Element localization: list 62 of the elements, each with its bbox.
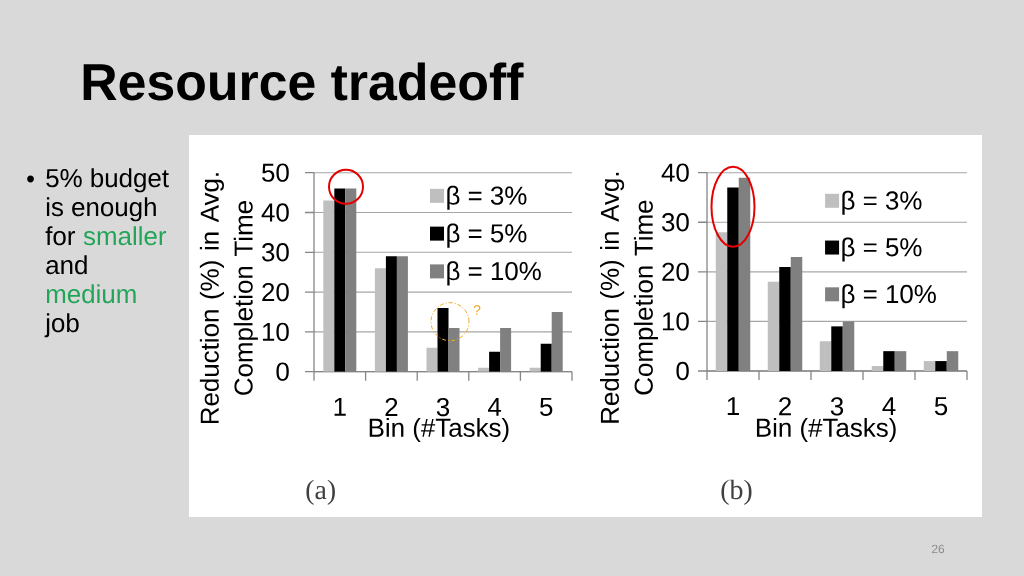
- text: (b): [721, 479, 752, 505]
- bar: [489, 351, 501, 372]
- legend-label: β = 3%: [447, 185, 527, 210]
- text: 26: [931, 544, 945, 554]
- bar: [779, 266, 791, 371]
- y-tick-label: 50: [262, 163, 289, 182]
- y-tick-label: 40: [661, 163, 689, 182]
- legend-label: β = 10%: [447, 261, 541, 286]
- y-tick-label: 30: [661, 213, 689, 232]
- y-tick-label: 30: [261, 243, 289, 262]
- y-tick-label: 10: [262, 322, 289, 342]
- bar: [871, 366, 884, 371]
- bar: [767, 281, 780, 371]
- bar: [923, 361, 936, 371]
- bar: [551, 311, 563, 372]
- text: (a): [306, 479, 335, 505]
- bar: [883, 351, 895, 371]
- bar: [935, 361, 947, 371]
- bar: [437, 308, 449, 372]
- text: for: [45, 226, 76, 246]
- bar: [500, 327, 512, 372]
- y-tick-label: 20: [262, 282, 289, 302]
- text: smaller: [83, 226, 167, 246]
- text: and: [46, 255, 87, 275]
- x-axis-title: Bin (#Tasks): [369, 417, 509, 443]
- text: job: [44, 313, 79, 338]
- bar: [385, 256, 397, 372]
- x-tick-label: 5: [934, 397, 948, 416]
- text: is enough: [46, 197, 156, 222]
- legend-label: β = 5%: [447, 223, 527, 248]
- x-tick-label: 2: [779, 397, 791, 416]
- text: 5% budget: [46, 168, 169, 193]
- bar: [727, 187, 739, 371]
- bar: [715, 232, 728, 371]
- bar: [819, 341, 832, 371]
- bar: [374, 268, 386, 372]
- x-tick-label: 4: [882, 397, 896, 415]
- x-tick-label: 1: [727, 397, 739, 415]
- y-tick-label: 0: [676, 361, 689, 381]
- bar: [323, 200, 335, 372]
- x-tick-label: 2: [385, 397, 398, 416]
- y-tick-label: 0: [276, 362, 289, 381]
- bar: [831, 326, 843, 371]
- legend-label: β = 10%: [842, 284, 936, 309]
- bar: [540, 343, 552, 372]
- text: medium: [46, 284, 136, 304]
- y-tick-label: 40: [261, 203, 289, 222]
- x-tick-label: 1: [334, 397, 346, 416]
- text: Resource tradeoff: [83, 62, 524, 101]
- x-axis-title: Bin (#Tasks): [756, 417, 896, 443]
- bar: [396, 256, 408, 372]
- x-tick-label: 3: [436, 397, 450, 417]
- x-tick-label: 5: [540, 397, 553, 416]
- legend-label: β = 3%: [842, 190, 922, 215]
- bar: [426, 347, 438, 372]
- x-tick-label: 3: [830, 397, 844, 416]
- legend-label: β = 5%: [842, 237, 922, 262]
- x-tick-label: 4: [488, 397, 502, 416]
- bar: [448, 327, 460, 372]
- y-tick-label: 20: [662, 262, 689, 281]
- y-tick-label: 10: [662, 312, 689, 331]
- annotation: ?: [473, 305, 481, 315]
